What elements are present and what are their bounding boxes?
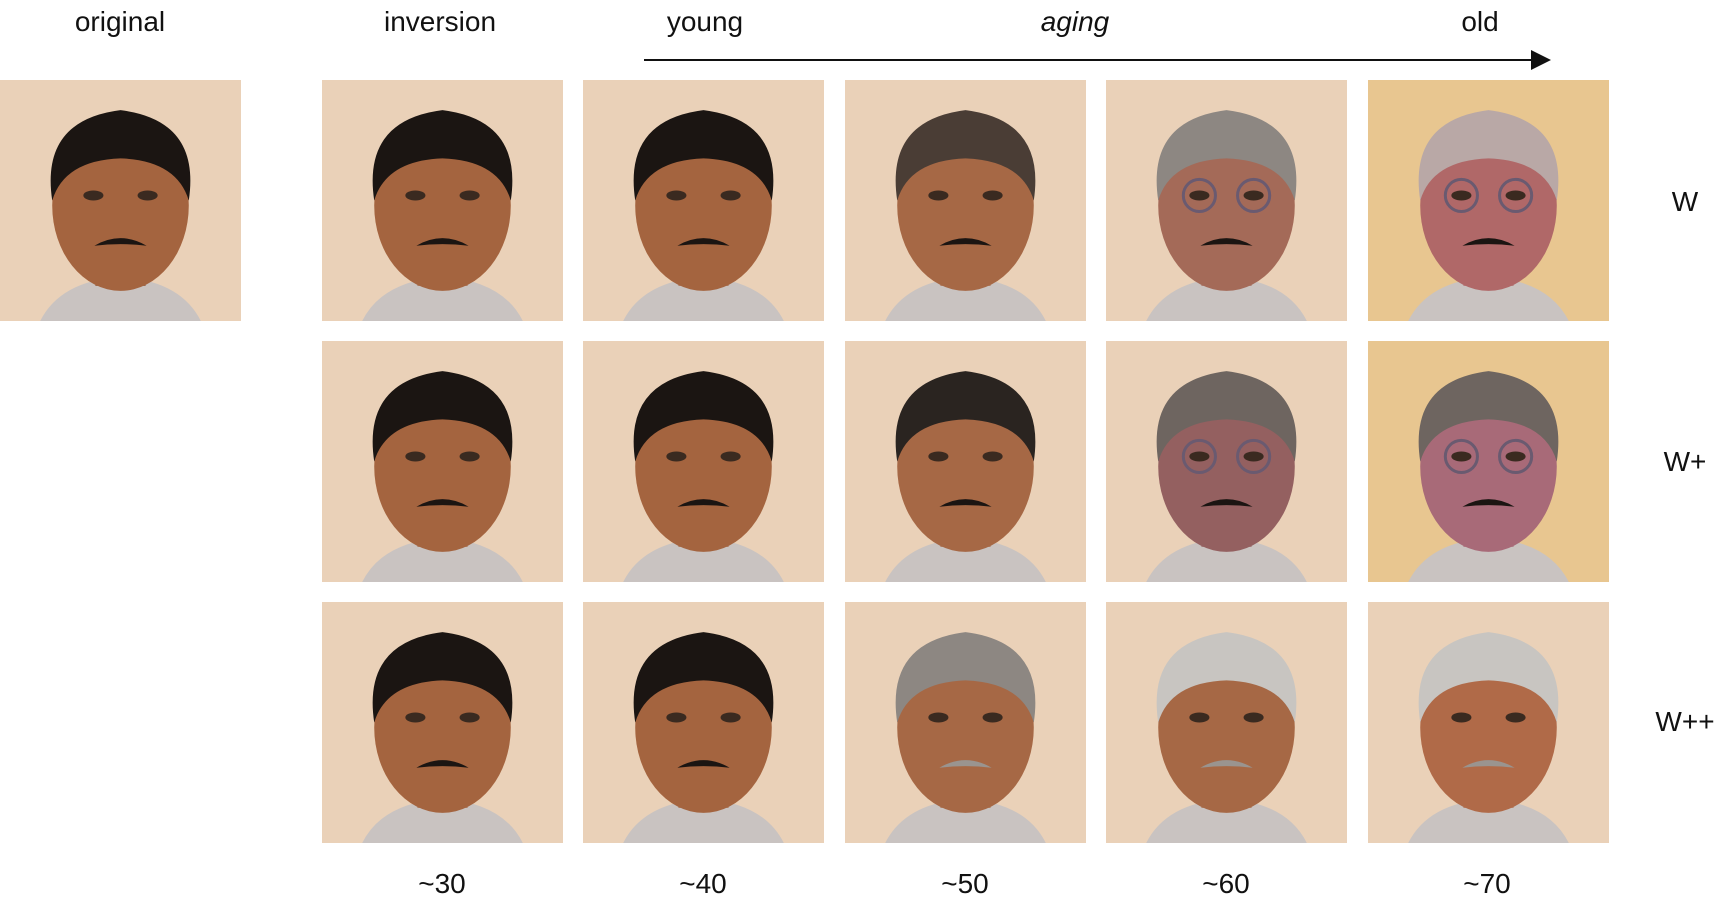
age-label-40: ~40 xyxy=(679,868,727,899)
column-title-original: original xyxy=(74,6,166,37)
original-face-image xyxy=(0,80,241,321)
row-label-w-plus-plus: W++ xyxy=(1655,706,1715,737)
age-label-70: ~70 xyxy=(1463,868,1511,899)
face-image-w-age-70 xyxy=(1368,80,1609,321)
face-image-w-plus-plus-age-70 xyxy=(1368,602,1609,843)
face-image-w-age-40 xyxy=(583,80,824,321)
face-image-w-age-30 xyxy=(322,80,563,321)
face-image-w-age-50 xyxy=(845,80,1086,321)
column-title-inversion: inversion xyxy=(383,6,497,37)
face-image-w-plus-age-50 xyxy=(845,341,1086,582)
face-image-w-plus-age-60 xyxy=(1106,341,1347,582)
aging-arrow-head-icon xyxy=(1531,50,1551,70)
row-label-w: W xyxy=(1671,186,1699,217)
age-label-60: ~60 xyxy=(1202,868,1250,899)
aging-arrow-line xyxy=(644,59,1544,61)
face-image-w-plus-plus-age-50 xyxy=(845,602,1086,843)
face-image-w-plus-plus-age-60 xyxy=(1106,602,1347,843)
row-label-w-plus: W+ xyxy=(1663,446,1707,477)
face-image-w-plus-plus-age-40 xyxy=(583,602,824,843)
face-image-w-plus-age-40 xyxy=(583,341,824,582)
axis-label-young: young xyxy=(666,6,744,37)
axis-label-aging: aging xyxy=(1040,6,1110,37)
face-image-w-plus-age-70 xyxy=(1368,341,1609,582)
face-image-w-age-60 xyxy=(1106,80,1347,321)
axis-label-old: old xyxy=(1461,6,1499,37)
face-image-w-plus-age-30 xyxy=(322,341,563,582)
age-label-50: ~50 xyxy=(941,868,989,899)
face-image-w-plus-plus-age-30 xyxy=(322,602,563,843)
age-label-30: ~30 xyxy=(418,868,466,899)
